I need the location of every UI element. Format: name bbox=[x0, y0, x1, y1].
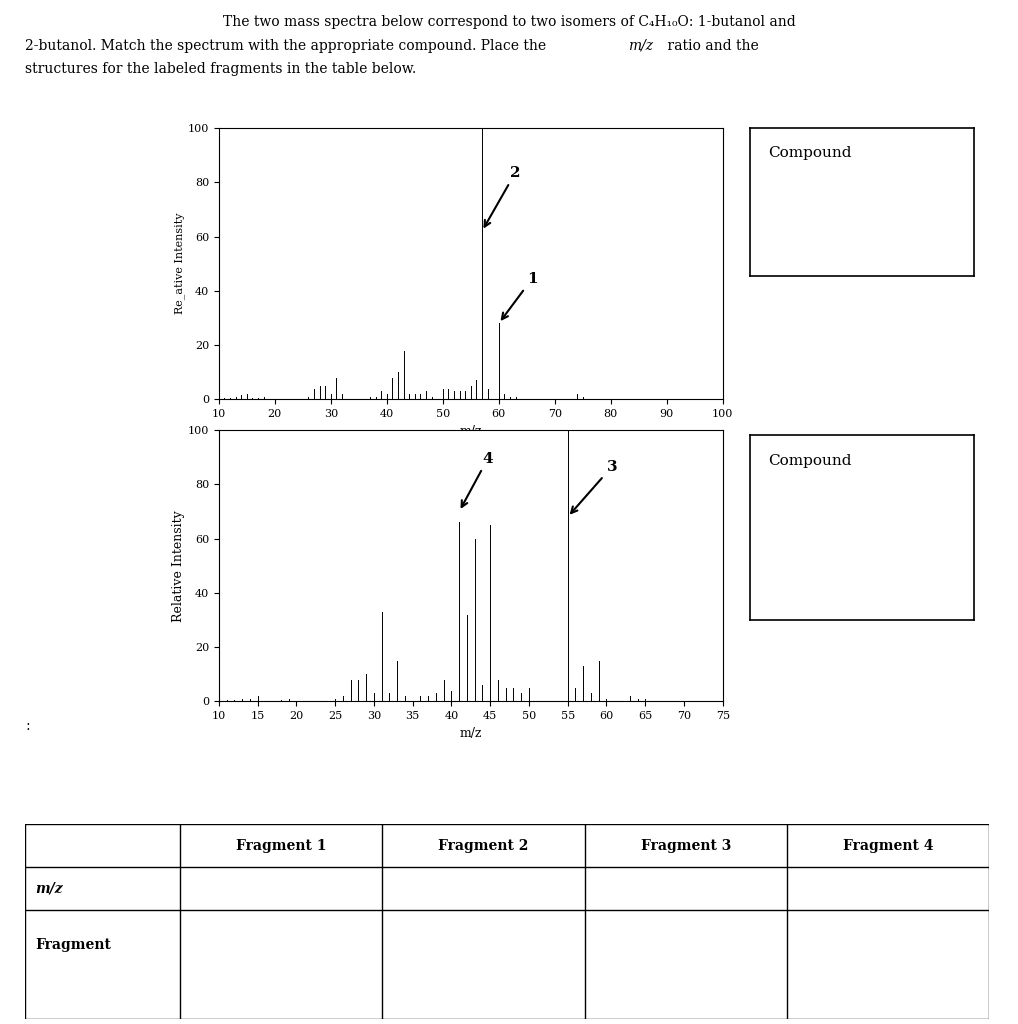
X-axis label: m/z: m/z bbox=[459, 425, 483, 437]
Text: Fragment 4: Fragment 4 bbox=[843, 839, 934, 853]
Y-axis label: Relative Intensity: Relative Intensity bbox=[172, 510, 185, 622]
Text: 4: 4 bbox=[461, 452, 493, 507]
Text: 2: 2 bbox=[485, 166, 520, 226]
Text: Fragment 1: Fragment 1 bbox=[236, 839, 326, 853]
Text: Fragment: Fragment bbox=[35, 938, 111, 952]
Y-axis label: Re_ative Intensity: Re_ative Intensity bbox=[174, 213, 185, 314]
Text: 1: 1 bbox=[502, 271, 538, 319]
Text: 3: 3 bbox=[571, 460, 617, 513]
Text: Compound: Compound bbox=[769, 454, 852, 468]
Text: The two mass spectra below correspond to two isomers of C₄H₁₀O: 1-butanol and: The two mass spectra below correspond to… bbox=[223, 15, 795, 30]
Text: Fragment 3: Fragment 3 bbox=[640, 839, 731, 853]
X-axis label: m/z: m/z bbox=[459, 727, 483, 739]
Text: 2-butanol. Match the spectrum with the appropriate compound. Place the: 2-butanol. Match the spectrum with the a… bbox=[25, 39, 551, 53]
Text: m/z: m/z bbox=[628, 39, 654, 53]
Text: Fragment 2: Fragment 2 bbox=[438, 839, 528, 853]
Text: structures for the labeled fragments in the table below.: structures for the labeled fragments in … bbox=[25, 62, 416, 77]
Text: ratio and the: ratio and the bbox=[663, 39, 758, 53]
Text: Compound: Compound bbox=[769, 145, 852, 160]
Text: :: : bbox=[25, 719, 31, 733]
Text: m/z: m/z bbox=[35, 882, 63, 896]
